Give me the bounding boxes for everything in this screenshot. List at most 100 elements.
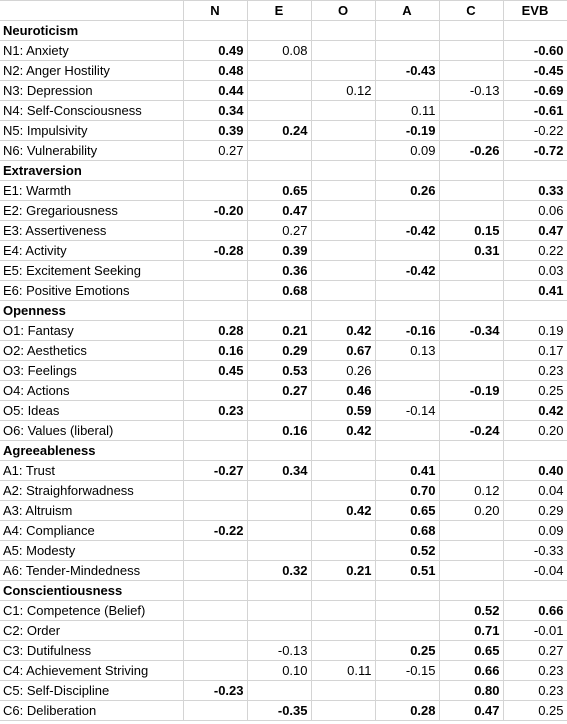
- value-cell[interactable]: 0.65: [439, 640, 504, 661]
- value-cell[interactable]: 0.10: [247, 660, 312, 681]
- value-cell[interactable]: 0.27: [247, 220, 312, 241]
- empty-cell[interactable]: [375, 40, 440, 61]
- empty-cell[interactable]: [375, 360, 440, 381]
- empty-cell[interactable]: [183, 280, 248, 301]
- value-cell[interactable]: 0.15: [439, 220, 504, 241]
- value-cell[interactable]: 0.29: [503, 500, 567, 521]
- section-heading-cell[interactable]: Extraversion: [0, 160, 184, 181]
- value-cell[interactable]: 0.47: [503, 220, 567, 241]
- value-cell[interactable]: 0.59: [311, 400, 376, 421]
- value-cell[interactable]: 0.49: [183, 40, 248, 61]
- empty-cell[interactable]: [439, 180, 504, 201]
- value-cell[interactable]: 0.23: [183, 400, 248, 421]
- value-cell[interactable]: 0.19: [503, 320, 567, 341]
- empty-cell[interactable]: [311, 680, 376, 701]
- value-cell[interactable]: -0.19: [439, 380, 504, 401]
- value-cell[interactable]: 0.32: [247, 560, 312, 581]
- value-cell[interactable]: 0.52: [375, 540, 440, 561]
- value-cell[interactable]: 0.70: [375, 480, 440, 501]
- facet-label-cell[interactable]: N4: Self-Consciousness: [0, 100, 184, 121]
- empty-cell[interactable]: [247, 440, 312, 461]
- value-cell[interactable]: -0.16: [375, 320, 440, 341]
- value-cell[interactable]: 0.04: [503, 480, 567, 501]
- value-cell[interactable]: 0.20: [503, 420, 567, 441]
- empty-cell[interactable]: [503, 20, 567, 41]
- empty-cell[interactable]: [311, 600, 376, 621]
- empty-cell[interactable]: [439, 40, 504, 61]
- empty-cell[interactable]: [503, 440, 567, 461]
- value-cell[interactable]: 0.39: [247, 240, 312, 261]
- empty-cell[interactable]: [183, 600, 248, 621]
- value-cell[interactable]: 0.25: [375, 640, 440, 661]
- facet-label-cell[interactable]: C5: Self-Discipline: [0, 680, 184, 701]
- value-cell[interactable]: -0.23: [183, 680, 248, 701]
- value-cell[interactable]: -0.01: [503, 620, 567, 641]
- value-cell[interactable]: 0.13: [375, 340, 440, 361]
- value-cell[interactable]: -0.19: [375, 120, 440, 141]
- value-cell[interactable]: 0.23: [503, 360, 567, 381]
- empty-cell[interactable]: [183, 20, 248, 41]
- empty-cell[interactable]: [375, 20, 440, 41]
- value-cell[interactable]: 0.20: [439, 500, 504, 521]
- value-cell[interactable]: 0.65: [375, 500, 440, 521]
- value-cell[interactable]: 0.28: [183, 320, 248, 341]
- facet-label-cell[interactable]: E2: Gregariousness: [0, 200, 184, 221]
- header-corner-cell[interactable]: [0, 0, 184, 21]
- empty-cell[interactable]: [311, 140, 376, 161]
- empty-cell[interactable]: [247, 300, 312, 321]
- empty-cell[interactable]: [439, 120, 504, 141]
- empty-cell[interactable]: [311, 160, 376, 181]
- empty-cell[interactable]: [247, 140, 312, 161]
- value-cell[interactable]: 0.46: [311, 380, 376, 401]
- value-cell[interactable]: 0.34: [247, 460, 312, 481]
- empty-cell[interactable]: [311, 300, 376, 321]
- value-cell[interactable]: 0.16: [247, 420, 312, 441]
- section-heading-cell[interactable]: Neuroticism: [0, 20, 184, 41]
- value-cell[interactable]: 0.41: [375, 460, 440, 481]
- value-cell[interactable]: 0.41: [503, 280, 567, 301]
- empty-cell[interactable]: [183, 500, 248, 521]
- empty-cell[interactable]: [439, 340, 504, 361]
- empty-cell[interactable]: [247, 680, 312, 701]
- value-cell[interactable]: -0.28: [183, 240, 248, 261]
- column-header-evb[interactable]: EVB: [503, 0, 567, 21]
- value-cell[interactable]: 0.24: [247, 120, 312, 141]
- value-cell[interactable]: -0.22: [503, 120, 567, 141]
- section-heading-cell[interactable]: Agreeableness: [0, 440, 184, 461]
- value-cell[interactable]: 0.06: [503, 200, 567, 221]
- facet-label-cell[interactable]: C2: Order: [0, 620, 184, 641]
- value-cell[interactable]: 0.03: [503, 260, 567, 281]
- empty-cell[interactable]: [439, 20, 504, 41]
- value-cell[interactable]: -0.43: [375, 60, 440, 81]
- empty-cell[interactable]: [183, 440, 248, 461]
- empty-cell[interactable]: [439, 260, 504, 281]
- facet-label-cell[interactable]: E5: Excitement Seeking: [0, 260, 184, 281]
- facet-label-cell[interactable]: E3: Assertiveness: [0, 220, 184, 241]
- empty-cell[interactable]: [503, 160, 567, 181]
- value-cell[interactable]: -0.69: [503, 80, 567, 101]
- empty-cell[interactable]: [247, 620, 312, 641]
- value-cell[interactable]: 0.25: [503, 700, 567, 721]
- empty-cell[interactable]: [311, 480, 376, 501]
- empty-cell[interactable]: [247, 400, 312, 421]
- value-cell[interactable]: 0.26: [311, 360, 376, 381]
- empty-cell[interactable]: [375, 580, 440, 601]
- empty-cell[interactable]: [247, 160, 312, 181]
- empty-cell[interactable]: [311, 200, 376, 221]
- empty-cell[interactable]: [439, 460, 504, 481]
- value-cell[interactable]: 0.45: [183, 360, 248, 381]
- empty-cell[interactable]: [503, 580, 567, 601]
- value-cell[interactable]: 0.67: [311, 340, 376, 361]
- value-cell[interactable]: -0.72: [503, 140, 567, 161]
- empty-cell[interactable]: [247, 580, 312, 601]
- facet-label-cell[interactable]: N1: Anxiety: [0, 40, 184, 61]
- facet-label-cell[interactable]: O6: Values (liberal): [0, 420, 184, 441]
- empty-cell[interactable]: [183, 220, 248, 241]
- empty-cell[interactable]: [311, 100, 376, 121]
- value-cell[interactable]: 0.66: [503, 600, 567, 621]
- empty-cell[interactable]: [311, 620, 376, 641]
- empty-cell[interactable]: [183, 480, 248, 501]
- empty-cell[interactable]: [439, 160, 504, 181]
- section-heading-cell[interactable]: Conscientiousness: [0, 580, 184, 601]
- empty-cell[interactable]: [375, 240, 440, 261]
